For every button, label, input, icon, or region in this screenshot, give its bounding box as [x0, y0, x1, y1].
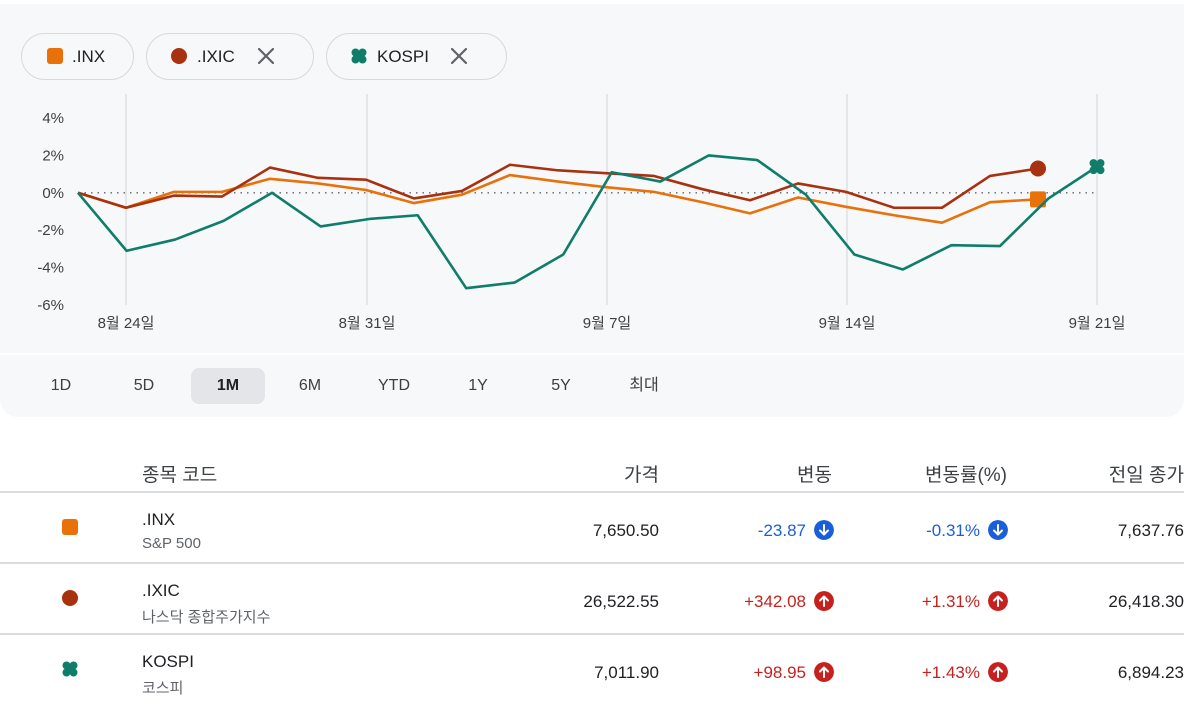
row-price: 7,011.90: [594, 663, 659, 682]
header-change: 변동: [797, 465, 832, 486]
end-marker: [1030, 160, 1046, 177]
divider: [0, 633, 1184, 635]
table-row[interactable]: KOSPI 코스피 7,011.90 +98.95 +1.43% 6,894.2…: [0, 635, 1184, 705]
row-symbol: KOSPI: [142, 652, 194, 671]
header-percent: 변동률(%): [925, 465, 1007, 486]
series-line-ixic: [77, 163, 1039, 210]
row-prev-close: 6,894.23: [1117, 663, 1184, 682]
chip-label: .IXIC: [197, 47, 235, 66]
row-change: -23.87: [757, 521, 806, 540]
y-tick-label: -2%: [37, 222, 64, 239]
row-percent: +1.43%: [921, 663, 980, 682]
end-marker: [1089, 159, 1105, 175]
chip-ixic[interactable]: .IXIC: [146, 33, 314, 80]
header-prev-close: 전일 종가: [1108, 465, 1184, 486]
row-prev-close: 7,637.76: [1117, 521, 1184, 540]
clover-marker-icon: [62, 661, 78, 677]
x-tick-label: 9월 21일: [1069, 315, 1126, 332]
arrow-down-icon: [814, 520, 834, 540]
arrow-up-icon: [814, 591, 834, 611]
tab-1y[interactable]: 1Y: [468, 377, 488, 394]
square-marker-icon: [47, 48, 63, 64]
arrow-up-icon: [814, 662, 834, 682]
row-name: 코스피: [142, 680, 184, 697]
x-tick-label: 9월 14일: [819, 315, 876, 332]
row-price: 7,650.50: [592, 521, 659, 540]
tab-5d[interactable]: 5D: [133, 377, 155, 394]
comparison-chart-panel: .INX .IXIC KOSPI 8월 24일 8월 31일 9월 7일 9월 14일…: [0, 4, 1184, 353]
divider: [0, 491, 1184, 493]
close-icon[interactable]: [448, 45, 470, 67]
table-row[interactable]: .INX S&P 500 7,650.50 -23.87 -0.31% 7,63…: [0, 493, 1184, 563]
tab-1d[interactable]: 1D: [50, 377, 72, 394]
tab-1m[interactable]: 1M: [191, 368, 265, 404]
x-tick-label: 9월 7일: [583, 315, 631, 332]
row-name: 나스닥 종합주가지수: [142, 609, 271, 626]
y-tick-label: -4%: [37, 260, 64, 277]
line-chart[interactable]: 8월 24일 8월 31일 9월 7일 9월 14일 9월 21일 4% 2% 0% -2% -4…: [0, 84, 1184, 334]
tab-ytd[interactable]: YTD: [378, 377, 410, 394]
chip-label: KOSPI: [377, 47, 429, 66]
tab-6m[interactable]: 6M: [298, 377, 322, 394]
divider: [0, 562, 1184, 564]
arrow-up-icon: [988, 662, 1008, 682]
table-row[interactable]: .IXIC 나스닥 종합주가지수 26,522.55 +342.08 +1.31…: [0, 564, 1184, 634]
row-percent: -0.31%: [926, 521, 980, 540]
row-prev-close: 26,418.30: [1108, 592, 1184, 611]
row-price: 26,522.55: [583, 592, 659, 611]
arrow-down-icon: [988, 520, 1008, 540]
y-tick-label: 0%: [42, 185, 64, 202]
x-tick-label: 8월 31일: [339, 315, 396, 332]
circle-marker-icon: [62, 590, 78, 606]
chip-inx[interactable]: .INX: [21, 33, 134, 80]
chip-label: .INX: [72, 47, 106, 66]
y-tick-label: -6%: [37, 297, 64, 314]
row-symbol: .IXIC: [142, 581, 180, 600]
series-line-inx: [77, 173, 1039, 225]
row-symbol: .INX: [142, 510, 176, 529]
series-line-kospi: [77, 154, 1098, 290]
clover-marker-icon: [351, 48, 367, 64]
x-tick-label: 8월 24일: [98, 315, 155, 332]
arrow-up-icon: [988, 591, 1008, 611]
header-symbol: 종목 코드: [142, 465, 218, 486]
row-name: S&P 500: [142, 535, 201, 552]
close-icon[interactable]: [255, 45, 277, 67]
square-marker-icon: [62, 519, 78, 535]
y-tick-label: 2%: [42, 147, 64, 164]
chip-kospi[interactable]: KOSPI: [326, 33, 507, 80]
row-percent: +1.31%: [921, 592, 980, 611]
tab-max[interactable]: 최대: [629, 377, 659, 394]
y-tick-label: 4%: [42, 110, 64, 127]
row-change: +98.95: [753, 663, 806, 682]
header-price: 가격: [624, 465, 659, 486]
circle-marker-icon: [171, 48, 187, 64]
row-change: +342.08: [744, 592, 806, 611]
range-tabs: 1D 5D 1M 6M YTD 1Y 5Y 최대: [0, 355, 1184, 417]
tab-5y[interactable]: 5Y: [551, 377, 571, 394]
